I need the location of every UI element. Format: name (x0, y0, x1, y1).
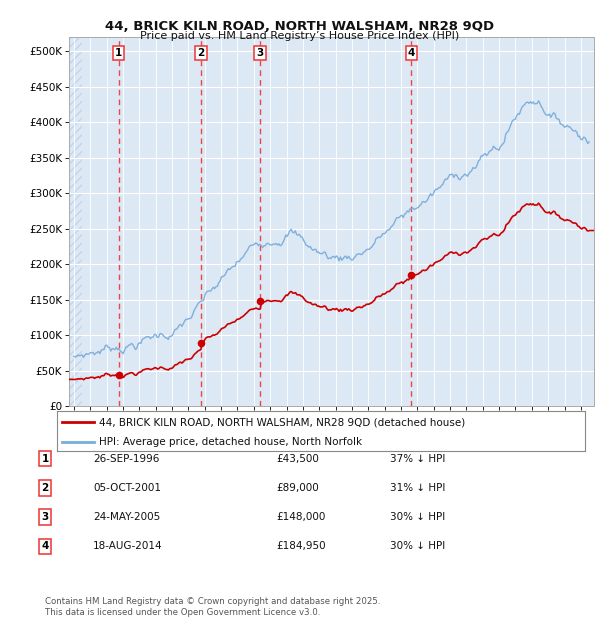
Text: Price paid vs. HM Land Registry’s House Price Index (HPI): Price paid vs. HM Land Registry’s House … (140, 31, 460, 41)
Text: 31% ↓ HPI: 31% ↓ HPI (390, 483, 445, 493)
Text: 30% ↓ HPI: 30% ↓ HPI (390, 541, 445, 551)
Text: 2: 2 (197, 48, 205, 58)
Text: 18-AUG-2014: 18-AUG-2014 (93, 541, 163, 551)
Text: 1: 1 (115, 48, 122, 58)
Text: 4: 4 (407, 48, 415, 58)
Text: 3: 3 (41, 512, 49, 522)
Text: 2: 2 (41, 483, 49, 493)
Text: £43,500: £43,500 (276, 454, 319, 464)
Text: 4: 4 (41, 541, 49, 551)
Text: Contains HM Land Registry data © Crown copyright and database right 2025.
This d: Contains HM Land Registry data © Crown c… (45, 598, 380, 617)
Text: 24-MAY-2005: 24-MAY-2005 (93, 512, 160, 522)
Text: 30% ↓ HPI: 30% ↓ HPI (390, 512, 445, 522)
Text: 1: 1 (41, 454, 49, 464)
Text: HPI: Average price, detached house, North Norfolk: HPI: Average price, detached house, Nort… (99, 438, 362, 448)
Text: 05-OCT-2001: 05-OCT-2001 (93, 483, 161, 493)
Text: £89,000: £89,000 (276, 483, 319, 493)
Text: £184,950: £184,950 (276, 541, 326, 551)
Text: 26-SEP-1996: 26-SEP-1996 (93, 454, 160, 464)
Text: 44, BRICK KILN ROAD, NORTH WALSHAM, NR28 9QD: 44, BRICK KILN ROAD, NORTH WALSHAM, NR28… (106, 20, 494, 33)
Text: 37% ↓ HPI: 37% ↓ HPI (390, 454, 445, 464)
Text: 44, BRICK KILN ROAD, NORTH WALSHAM, NR28 9QD (detached house): 44, BRICK KILN ROAD, NORTH WALSHAM, NR28… (99, 417, 466, 427)
Text: 3: 3 (257, 48, 264, 58)
Bar (69, 37, 82, 406)
Text: £148,000: £148,000 (276, 512, 325, 522)
